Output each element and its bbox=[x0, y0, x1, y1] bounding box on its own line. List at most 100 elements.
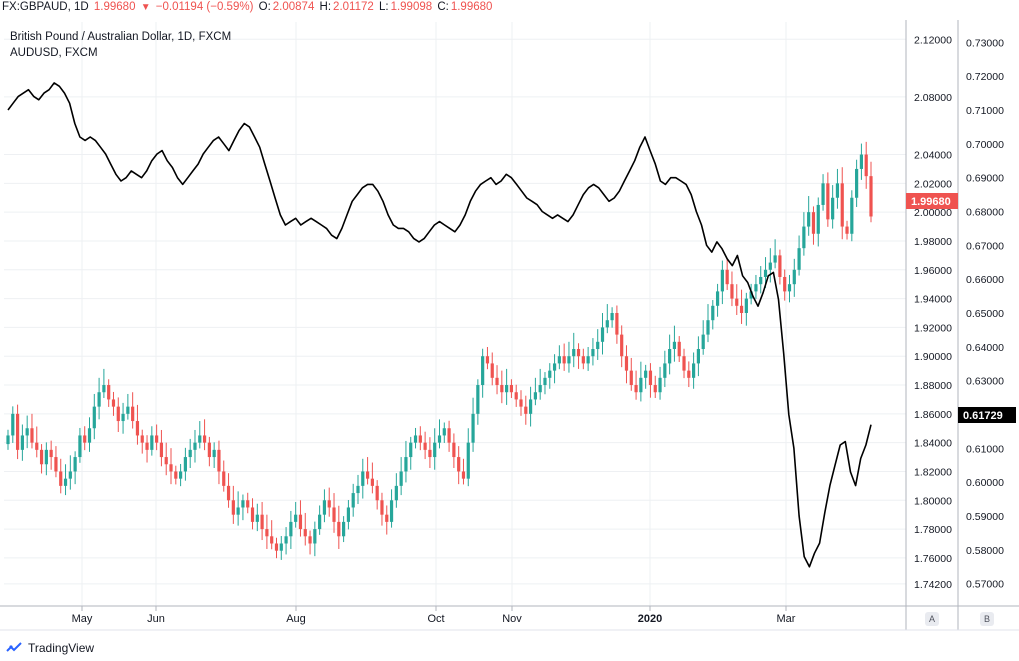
auto-scale-button[interactable]: A bbox=[925, 612, 939, 626]
candle-body bbox=[318, 514, 322, 530]
candle-body bbox=[284, 536, 288, 544]
candle-body bbox=[433, 442, 437, 458]
candle-body bbox=[739, 305, 744, 313]
candle-body bbox=[217, 449, 221, 472]
candle-body bbox=[768, 262, 772, 270]
candle-body bbox=[107, 385, 111, 400]
right-axis-tick-label: 0.68000 bbox=[966, 206, 1004, 218]
main-series-legend[interactable]: British Pound / Australian Dollar, 1D, F… bbox=[10, 31, 232, 43]
right-axis-tick-label: 0.70000 bbox=[966, 139, 1004, 151]
candle-body bbox=[174, 471, 178, 479]
candle-body bbox=[461, 471, 466, 479]
candle-body bbox=[548, 370, 552, 378]
candle-body bbox=[179, 471, 183, 479]
candle-body bbox=[188, 449, 192, 458]
candle-body bbox=[226, 485, 231, 501]
tradingview-logo-icon bbox=[6, 642, 22, 652]
x-axis-tick-label: Oct bbox=[427, 613, 444, 625]
left-axis-tick-label: 2.04000 bbox=[914, 150, 952, 162]
candle-body bbox=[250, 507, 255, 522]
left-axis-tick-label: 2.00000 bbox=[914, 207, 952, 219]
candle-body bbox=[413, 435, 418, 443]
candle-body bbox=[54, 457, 58, 472]
tradingview-footer[interactable]: TradingView bbox=[6, 641, 94, 655]
candle-body bbox=[528, 399, 533, 414]
symbol-name[interactable]: FX:GBPAUD, 1D bbox=[2, 1, 89, 13]
candle-body bbox=[620, 334, 624, 357]
candle-body bbox=[749, 291, 753, 299]
candle-body bbox=[342, 521, 346, 537]
candle-body bbox=[509, 385, 514, 393]
x-axis-tick-label: Mar bbox=[777, 613, 796, 625]
candle-body bbox=[629, 370, 633, 386]
close-label: C: bbox=[437, 1, 449, 13]
candle-body bbox=[298, 514, 303, 530]
candle-body bbox=[763, 269, 768, 277]
candle-body bbox=[821, 183, 825, 205]
left-axis-tick-label: 1.94000 bbox=[914, 294, 952, 306]
right-axis-tick-label: 0.60000 bbox=[966, 477, 1004, 489]
candle-body bbox=[361, 471, 365, 486]
candle-body bbox=[783, 276, 787, 292]
candle-body bbox=[591, 349, 595, 357]
left-axis-tick-label: 1.76000 bbox=[914, 553, 952, 565]
candle-body bbox=[519, 399, 523, 407]
candle-body bbox=[222, 471, 226, 486]
candle-body bbox=[202, 435, 207, 443]
left-axis-tick-label: 2.12000 bbox=[914, 34, 952, 46]
candle-body bbox=[126, 406, 130, 414]
left-axis-tick-label: 1.98000 bbox=[914, 236, 952, 248]
candle-body bbox=[303, 529, 307, 537]
candle-body bbox=[562, 356, 566, 364]
candle-body bbox=[485, 356, 490, 364]
candle-body bbox=[576, 349, 581, 357]
candle-body bbox=[596, 341, 600, 350]
left-axis-tick-label: 2.02000 bbox=[914, 178, 952, 190]
candle-body bbox=[538, 385, 542, 393]
candle-body bbox=[87, 428, 92, 443]
candle-body bbox=[116, 406, 120, 422]
candle-body bbox=[730, 284, 734, 299]
candle-body bbox=[255, 514, 259, 522]
candle-body bbox=[274, 543, 279, 551]
candle-body bbox=[447, 428, 451, 443]
candle-body bbox=[365, 471, 370, 479]
candle-body bbox=[246, 500, 250, 508]
candle-body bbox=[644, 370, 648, 378]
candle-body bbox=[543, 377, 547, 386]
candle-body bbox=[869, 176, 873, 217]
candle-body bbox=[476, 385, 480, 414]
b-scale-button[interactable]: B bbox=[980, 612, 994, 626]
candle-body bbox=[845, 226, 849, 234]
candle-body bbox=[787, 284, 792, 292]
candle-body bbox=[63, 478, 68, 486]
candle-body bbox=[389, 500, 394, 522]
tradingview-brand: TradingView bbox=[28, 641, 95, 655]
candle-body bbox=[385, 514, 389, 522]
candle-body bbox=[600, 327, 605, 342]
overlay-series-legend[interactable]: AUDUSD, FXCM bbox=[10, 47, 98, 59]
candle-body bbox=[44, 449, 48, 465]
candle-body bbox=[270, 536, 274, 544]
candle-body bbox=[735, 298, 739, 306]
candle-body bbox=[212, 449, 216, 458]
candle-body bbox=[135, 421, 140, 436]
candle-body bbox=[380, 500, 384, 515]
candle-body bbox=[759, 276, 763, 285]
right-axis-tick-label: 0.64000 bbox=[966, 342, 1004, 354]
left-axis-tick-label: 1.82000 bbox=[914, 466, 952, 478]
candle-body bbox=[102, 385, 106, 393]
candle-body bbox=[25, 428, 29, 436]
candle-body bbox=[68, 471, 72, 479]
candle-body bbox=[11, 413, 15, 436]
candle-body bbox=[826, 183, 830, 220]
right-axis-tick-label: 0.72000 bbox=[966, 71, 1004, 83]
candle-body bbox=[409, 442, 413, 458]
candle-body bbox=[322, 500, 327, 515]
candle-body bbox=[145, 442, 149, 450]
candle-body bbox=[668, 349, 672, 364]
last-price: 1.99680 bbox=[93, 1, 136, 13]
high-value: 2.01172 bbox=[333, 1, 374, 13]
candle-body bbox=[586, 356, 590, 364]
